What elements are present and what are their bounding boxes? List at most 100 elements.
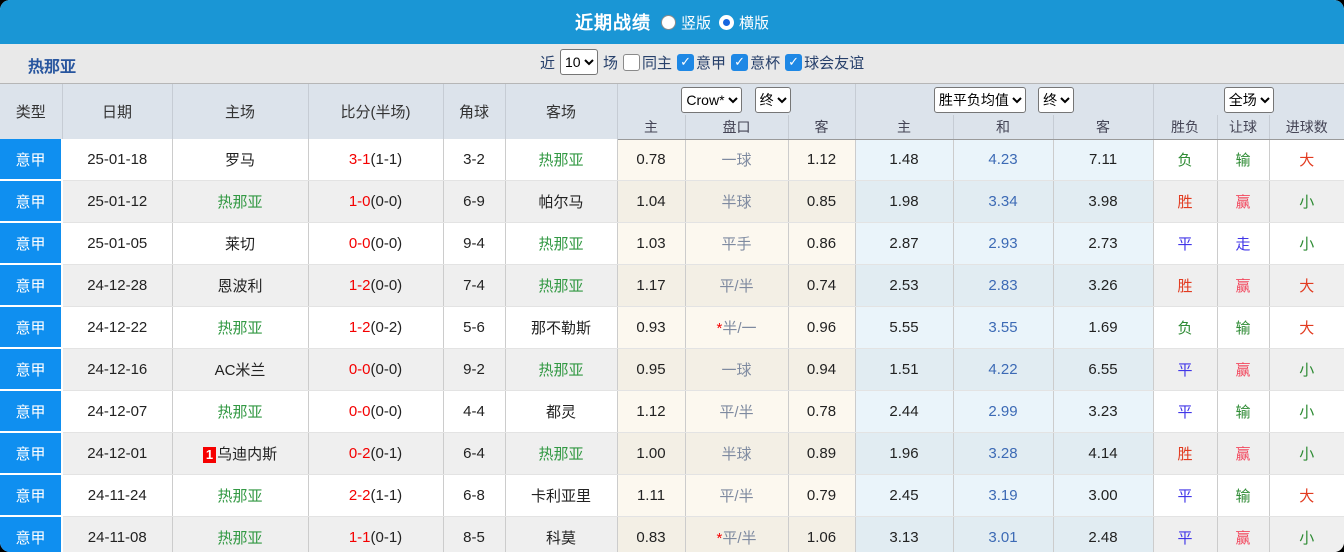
result-cell: 平 <box>1153 516 1218 552</box>
avg-draw-cell: 2.83 <box>953 264 1054 307</box>
handicap-result-cell: 走 <box>1217 222 1270 265</box>
score-cell: 0-2(0-1) <box>308 432 444 475</box>
subcol-handicap-result: 让球 <box>1217 115 1270 140</box>
avg-stage-select[interactable]: 终 <box>1038 86 1075 113</box>
handicap-result-cell: 输 <box>1217 474 1270 517</box>
avg-away-cell: 3.26 <box>1053 264 1154 307</box>
odds-stage-select[interactable]: 终 <box>754 86 791 113</box>
handicap-line-cell: 一球 <box>685 348 789 391</box>
title-bar: 近期战绩 竖版 横版 <box>0 0 1344 44</box>
handicap-result-cell: 输 <box>1217 390 1270 433</box>
avg-select-cell: 胜平负均值 终 <box>855 84 1154 116</box>
table-row: 意甲 24-12-22 热那亚 1-2(0-2) 5-6 那不勒斯 0.93 *半/一 0.96… <box>0 306 1344 349</box>
handicap-home-odds-cell: 0.78 <box>617 139 686 181</box>
result-cell: 负 <box>1153 139 1218 181</box>
goals-result-cell: 小 <box>1269 222 1344 265</box>
avg-draw-cell: 3.19 <box>953 474 1054 517</box>
home-team-cell: 热那亚 <box>172 516 309 552</box>
corner-cell: 6-4 <box>443 432 506 475</box>
date-cell: 24-12-16 <box>62 348 173 391</box>
league-type-cell: 意甲 <box>0 264 63 307</box>
result-cell: 平 <box>1153 348 1218 391</box>
subcol-goals: 进球数 <box>1269 115 1344 140</box>
date-cell: 24-12-07 <box>62 390 173 433</box>
avg-away-cell: 1.69 <box>1053 306 1154 349</box>
handicap-line-cell: 半球 <box>685 432 789 475</box>
home-team-cell: AC米兰 <box>172 348 309 391</box>
handicap-home-odds-cell: 1.00 <box>617 432 686 475</box>
score-cell: 1-1(0-1) <box>308 516 444 552</box>
result-cell: 胜 <box>1153 264 1218 307</box>
avg-metric-select[interactable]: 胜平负均值 <box>933 86 1026 113</box>
avg-draw-cell: 2.99 <box>953 390 1054 433</box>
same-home-filter[interactable]: 同主 <box>623 52 672 73</box>
table-row: 意甲 25-01-05 莱切 0-0(0-0) 9-4 热那亚 1.03 平手 0.86 2.87… <box>0 222 1344 265</box>
avg-home-cell: 1.96 <box>855 432 954 475</box>
checkbox-icon[interactable] <box>677 53 695 71</box>
radio-icon[interactable] <box>719 14 734 30</box>
avg-draw-cell: 3.34 <box>953 180 1054 223</box>
goals-result-cell: 大 <box>1269 306 1344 349</box>
goals-result-cell: 大 <box>1269 264 1344 307</box>
table-row: 意甲 24-12-01 1 乌迪内斯 0-2(0-1) 6-4 热那亚 1.00 半球 0.89 1… <box>0 432 1344 475</box>
table-row: 意甲 24-12-16 AC米兰 0-0(0-0) 9-2 热那亚 0.95 一球 0.94 1.… <box>0 348 1344 391</box>
avg-home-cell: 2.53 <box>855 264 954 307</box>
date-cell: 24-12-28 <box>62 264 173 307</box>
odds-company-select[interactable]: Crow* <box>681 86 743 113</box>
table-header: 类型 日期 主场 比分(半场) 角球 客场 Crow* 终 胜平负均值 终 全场 <box>0 84 1344 140</box>
serie-a-filter[interactable]: 意甲 <box>677 52 726 73</box>
corner-cell: 6-9 <box>443 180 506 223</box>
handicap-away-odds-cell: 0.78 <box>788 390 856 433</box>
subcol-result: 胜负 <box>1153 115 1218 140</box>
col-score: 比分(半场) <box>308 84 444 139</box>
col-away: 客场 <box>505 84 618 139</box>
horizontal-layout-radio-option[interactable]: 横版 <box>719 12 769 33</box>
handicap-away-odds-cell: 0.79 <box>788 474 856 517</box>
handicap-home-odds-cell: 0.93 <box>617 306 686 349</box>
odds-select-cell: Crow* 终 <box>617 84 856 116</box>
radio-label: 横版 <box>739 14 770 32</box>
table-row: 意甲 24-11-24 热那亚 2-2(1-1) 6-8 卡利亚里 1.11 平/半 0.79 2… <box>0 474 1344 517</box>
handicap-home-odds-cell: 1.03 <box>617 222 686 265</box>
checkbox-label: 同主 <box>642 54 673 72</box>
club-friendly-filter[interactable]: 球会友谊 <box>785 52 864 73</box>
checkbox-icon[interactable] <box>623 53 641 71</box>
avg-away-cell: 6.55 <box>1053 348 1154 391</box>
col-type: 类型 <box>0 84 63 139</box>
handicap-away-odds-cell: 1.12 <box>788 139 856 181</box>
handicap-line-cell: 半球 <box>685 180 789 223</box>
goals-result-cell: 小 <box>1269 516 1344 552</box>
handicap-away-odds-cell: 0.86 <box>788 222 856 265</box>
handicap-away-odds-cell: 1.06 <box>788 516 856 552</box>
corner-cell: 8-5 <box>443 516 506 552</box>
subcol-handicap: 盘口 <box>685 115 789 140</box>
team-name: 热那亚 <box>28 59 77 76</box>
handicap-result-cell: 输 <box>1217 306 1270 349</box>
match-count-select[interactable]: 10 <box>560 49 599 75</box>
scope-select[interactable]: 全场 <box>1223 86 1274 113</box>
league-type-cell: 意甲 <box>0 180 63 223</box>
handicap-away-odds-cell: 0.96 <box>788 306 856 349</box>
score-cell: 0-0(0-0) <box>308 348 444 391</box>
checkbox-label: 意杯 <box>750 54 781 72</box>
checkbox-icon[interactable] <box>785 53 803 71</box>
handicap-result-cell: 赢 <box>1217 264 1270 307</box>
handicap-line-cell: *半/一 <box>685 306 789 349</box>
avg-draw-cell: 3.28 <box>953 432 1054 475</box>
checkbox-icon[interactable] <box>731 53 749 71</box>
avg-away-cell: 2.48 <box>1053 516 1154 552</box>
league-type-cell: 意甲 <box>0 348 63 391</box>
vertical-layout-radio-option[interactable]: 竖版 <box>660 12 711 33</box>
col-corner: 角球 <box>443 84 506 139</box>
italy-cup-filter[interactable]: 意杯 <box>731 52 780 73</box>
radio-icon[interactable] <box>660 14 676 30</box>
avg-draw-cell: 3.55 <box>953 306 1054 349</box>
date-cell: 24-12-01 <box>62 432 173 475</box>
corner-cell: 4-4 <box>443 390 506 433</box>
handicap-line-cell: 平手 <box>685 222 789 265</box>
away-team-cell: 热那亚 <box>505 264 618 307</box>
home-team-cell: 热那亚 <box>172 390 309 433</box>
layout-radio-group: 竖版 横版 <box>660 12 769 33</box>
filter-controls: 近 10 场 同主 意甲 意杯 球会友谊 <box>540 49 864 75</box>
date-cell: 24-11-24 <box>62 474 173 517</box>
